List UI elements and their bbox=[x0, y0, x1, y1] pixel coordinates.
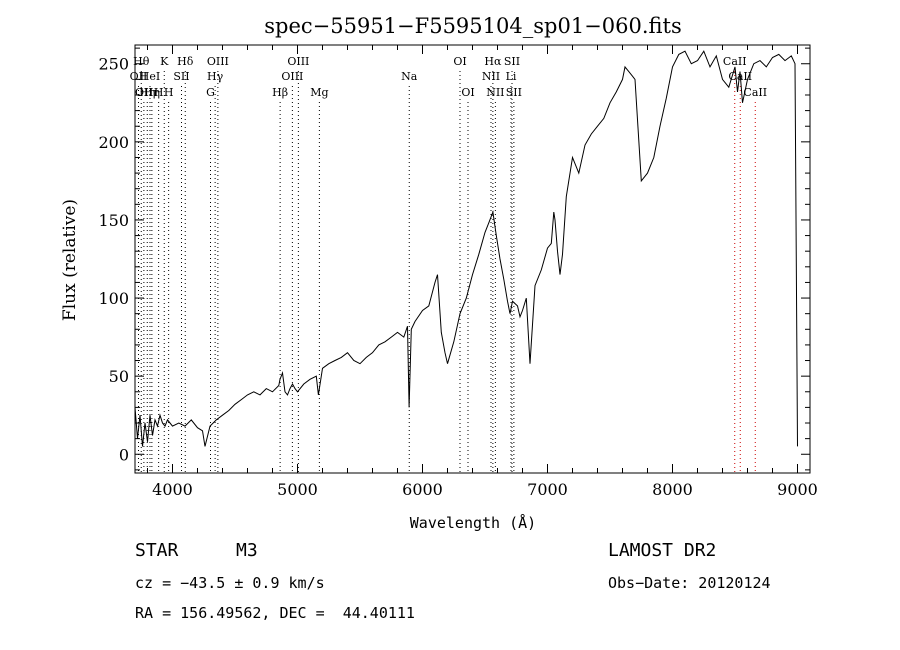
line-marker-label-8: H bbox=[164, 86, 174, 99]
y-tick-label-1: 50 bbox=[109, 367, 129, 386]
line-marker-label-24: Li bbox=[506, 70, 517, 83]
line-marker-label-7: K bbox=[160, 55, 169, 68]
x-tick-label-5: 9000 bbox=[777, 480, 818, 499]
line-marker-label-15: OIII bbox=[281, 70, 303, 83]
line-marker-label-6: H bbox=[154, 86, 164, 99]
line-marker-label-25: SII bbox=[504, 55, 520, 68]
spectrum-series-0 bbox=[134, 50, 798, 447]
x-tick-label-1: 5000 bbox=[277, 480, 318, 499]
line-marker-label-22: Hα bbox=[484, 55, 502, 68]
line-marker-layer: OIIHθOIIHηHeIHηHKHSIIHδGHγOIIIHβOIIIOIII… bbox=[130, 55, 767, 473]
line-marker-label-21: NII bbox=[482, 70, 500, 83]
line-marker-label-13: OIII bbox=[207, 55, 229, 68]
plot-frame bbox=[134, 44, 811, 474]
survey-name: LAMOST DR2 bbox=[608, 540, 717, 561]
line-marker-label-9: SII bbox=[173, 70, 189, 83]
x-tick-label-0: 4000 bbox=[152, 480, 193, 499]
line-marker-label-29: CaII bbox=[743, 86, 767, 99]
y-tick-label-3: 150 bbox=[98, 211, 129, 230]
line-marker-label-27: CaII bbox=[723, 55, 747, 68]
y-tick-label-0: 0 bbox=[119, 445, 129, 464]
line-marker-label-4: HeI bbox=[140, 70, 160, 83]
line-marker-label-26: SII bbox=[506, 86, 522, 99]
line-marker-label-17: Mg bbox=[310, 86, 328, 99]
line-marker-label-2: OII bbox=[135, 86, 153, 99]
line-marker-label-11: G bbox=[206, 86, 215, 99]
line-marker-label-20: OI bbox=[461, 86, 474, 99]
line-marker-label-18: Na bbox=[401, 70, 418, 83]
tick-layer: 4000 5000 6000 7000 8000 9000 0 50 100 150 200 250 bbox=[98, 45, 818, 499]
object-class: STAR bbox=[135, 540, 179, 561]
x-tick-label-4: 8000 bbox=[652, 480, 693, 499]
x-axis-label: Wavelength (Å) bbox=[410, 513, 536, 532]
obs-date: Obs−Date: 20120124 bbox=[608, 574, 771, 592]
y-tick-label-5: 250 bbox=[98, 55, 129, 74]
line-marker-label-23: NII bbox=[486, 86, 504, 99]
cz-value: cz = −43.5 ± 0.9 km/s bbox=[135, 574, 325, 592]
x-tick-label-2: 6000 bbox=[402, 480, 443, 499]
y-tick-label-2: 100 bbox=[98, 289, 129, 308]
line-marker-label-10: Hδ bbox=[177, 55, 194, 68]
object-subclass: M3 bbox=[236, 540, 258, 561]
line-marker-label-14: Hβ bbox=[272, 86, 288, 99]
y-tick-label-4: 200 bbox=[98, 133, 129, 152]
x-tick-label-3: 7000 bbox=[527, 480, 568, 499]
line-marker-label-0: OII bbox=[130, 70, 148, 83]
line-marker-label-12: Hγ bbox=[207, 70, 224, 83]
line-marker-label-5: Hη bbox=[144, 86, 160, 99]
y-axis-label: Flux (relative) bbox=[60, 199, 80, 321]
chart-title: spec−55951−F5595104_sp01−060.fits bbox=[264, 14, 682, 38]
line-marker-label-3: Hη bbox=[139, 86, 155, 99]
line-marker-label-1: Hθ bbox=[133, 55, 150, 68]
coordinates: RA = 156.49562, DEC = 44.40111 bbox=[135, 604, 415, 622]
line-marker-label-19: OI bbox=[453, 55, 466, 68]
series-layer bbox=[134, 50, 798, 447]
line-marker-label-16: OIII bbox=[287, 55, 309, 68]
